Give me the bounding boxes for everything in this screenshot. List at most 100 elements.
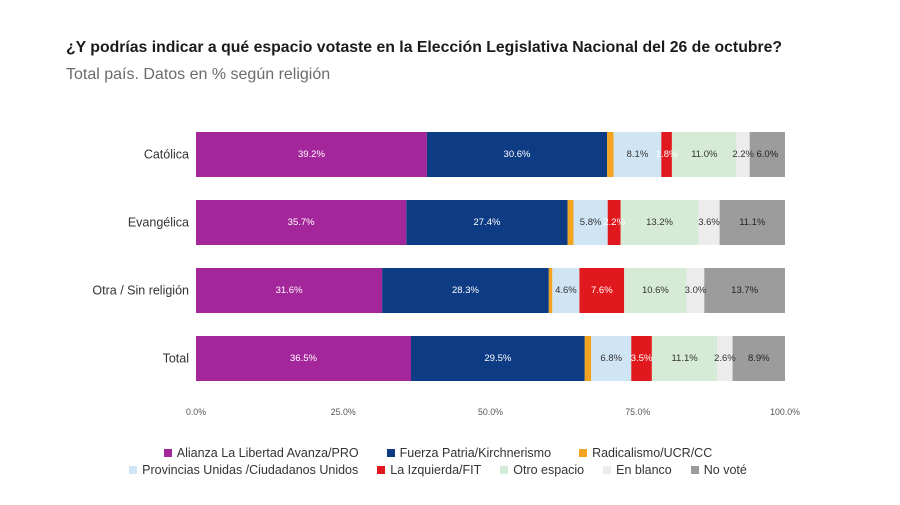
bar-segment — [584, 336, 592, 381]
data-label: 1.8% — [656, 149, 678, 160]
bar-segment — [607, 132, 614, 177]
chart-title: ¿Y podrías indicar a qué espacio votaste… — [66, 39, 783, 56]
data-label: 3.5% — [631, 353, 653, 364]
bar-segment — [698, 200, 720, 245]
bar-segment — [631, 336, 652, 381]
bar-segment — [624, 268, 687, 313]
legend-swatch — [603, 466, 612, 474]
legend-item: Provincias Unidas /Ciudadanos Unidos — [129, 463, 358, 477]
legend-swatch — [129, 466, 138, 474]
legend-label: Provincias Unidas /Ciudadanos Unidos — [142, 463, 359, 477]
bar-segment — [196, 268, 383, 313]
legend-swatch — [377, 466, 386, 474]
bar-segment — [382, 268, 549, 313]
bar-segment — [686, 268, 705, 313]
x-tick-label: 50.0% — [478, 407, 503, 417]
bar-segment — [591, 336, 632, 381]
legend-label: Fuerza Patria/Kirchnerismo — [399, 446, 552, 460]
legend-label: Radicalismo/UCR/CC — [592, 446, 713, 460]
data-label: 8.1% — [627, 149, 649, 160]
data-label: 31.6% — [276, 285, 303, 296]
data-label: 2.2% — [732, 149, 754, 160]
x-tick-label: 0.0% — [186, 407, 206, 417]
category-labels: Católica Evangélica Otra / Sin religión Tot… — [92, 148, 189, 366]
legend-row: Alianza La Libertad Avanza/PRO Fuerza Pat… — [163, 446, 712, 460]
data-label: 10.6% — [642, 285, 669, 296]
bar-segment — [410, 336, 585, 381]
data-label: 36.5% — [290, 353, 317, 364]
data-labels: 39.2% 30.6% 8.1% 1.8% 11.0% 2.2% 6.0%35.7% 27.4… — [276, 149, 779, 364]
legend-item: Radicalismo/UCR/CC — [579, 446, 712, 460]
bar-segment — [573, 200, 608, 245]
data-label: 2.6% — [714, 353, 736, 364]
legend-swatch — [579, 449, 588, 457]
bar-segment — [661, 132, 672, 177]
bar-segment — [567, 200, 574, 245]
bar-segment — [579, 268, 625, 313]
legend-label: En blanco — [616, 463, 672, 477]
data-label: 39.2% — [298, 149, 325, 160]
data-label: 11.1% — [739, 217, 766, 228]
category-label: Católica — [144, 148, 189, 162]
bar-segment — [426, 132, 608, 177]
legend: Alianza La Libertad Avanza/PRO Fuerza Pat… — [0, 446, 876, 477]
bar-segment — [548, 268, 553, 313]
data-label: 13.2% — [646, 217, 673, 228]
bars — [196, 132, 785, 381]
data-label: 35.7% — [288, 217, 315, 228]
data-label: 11.0% — [691, 149, 718, 160]
legend-item: Fuerza Patria/Kirchnerismo — [386, 446, 552, 460]
bar-segment — [717, 336, 733, 381]
bar-segment — [607, 200, 621, 245]
data-label: 4.6% — [555, 285, 577, 296]
x-tick-label: 100.0% — [770, 407, 800, 417]
data-label: 8.9% — [748, 353, 770, 364]
legend-swatch — [386, 449, 395, 457]
legend-swatch — [163, 449, 172, 457]
data-label: 29.5% — [484, 353, 511, 364]
data-label: 5.8% — [580, 217, 602, 228]
bar-segment — [732, 336, 785, 381]
bar-segment — [196, 336, 411, 381]
bar-segment — [671, 132, 737, 177]
data-label: 11.1% — [671, 353, 698, 364]
bar-segment — [406, 200, 568, 245]
legend-label: Alianza La Libertad Avanza/PRO — [176, 446, 359, 460]
legend-label: Otro espacio — [513, 463, 585, 477]
legend-swatch — [500, 466, 509, 474]
legend-label: No voté — [703, 463, 747, 477]
data-label: 28.3% — [452, 285, 479, 296]
x-tick-label: 75.0% — [625, 407, 650, 417]
chart-subtitle: Total país. Datos en % según religión — [66, 66, 331, 83]
category-label: Otra / Sin religión — [92, 284, 189, 298]
data-label: 3.6% — [698, 217, 720, 228]
bar-segment — [749, 132, 785, 177]
data-label: 30.6% — [504, 149, 531, 160]
data-label: 13.7% — [731, 285, 758, 296]
bar-segment — [613, 132, 662, 177]
legend-item: Alianza La Libertad Avanza/PRO — [163, 446, 359, 460]
category-label: Evangélica — [128, 216, 189, 230]
bar-segment — [196, 200, 407, 245]
category-label: Total — [163, 352, 189, 366]
legend-row: Provincias Unidas /Ciudadanos Unidos La I… — [129, 463, 747, 477]
legend-item: No voté — [690, 463, 747, 477]
bar-segment — [736, 132, 750, 177]
bar-segment — [552, 268, 580, 313]
data-label: 6.8% — [600, 353, 622, 364]
legend-item: La Izquierda/FIT — [377, 463, 481, 477]
legend-item: En blanco — [603, 463, 672, 477]
legend-item: Otro espacio — [500, 463, 584, 477]
legend-label: La Izquierda/FIT — [390, 463, 482, 477]
data-label: 6.0% — [757, 149, 779, 160]
bar-segment — [719, 200, 785, 245]
legend-swatch — [690, 466, 699, 474]
data-label: 2.2% — [603, 217, 625, 228]
bar-segment — [620, 200, 699, 245]
x-tick-label: 25.0% — [331, 407, 356, 417]
data-label: 7.6% — [591, 285, 613, 296]
bar-segment — [651, 336, 718, 381]
bar-segment — [196, 132, 427, 177]
data-label: 3.0% — [685, 285, 707, 296]
